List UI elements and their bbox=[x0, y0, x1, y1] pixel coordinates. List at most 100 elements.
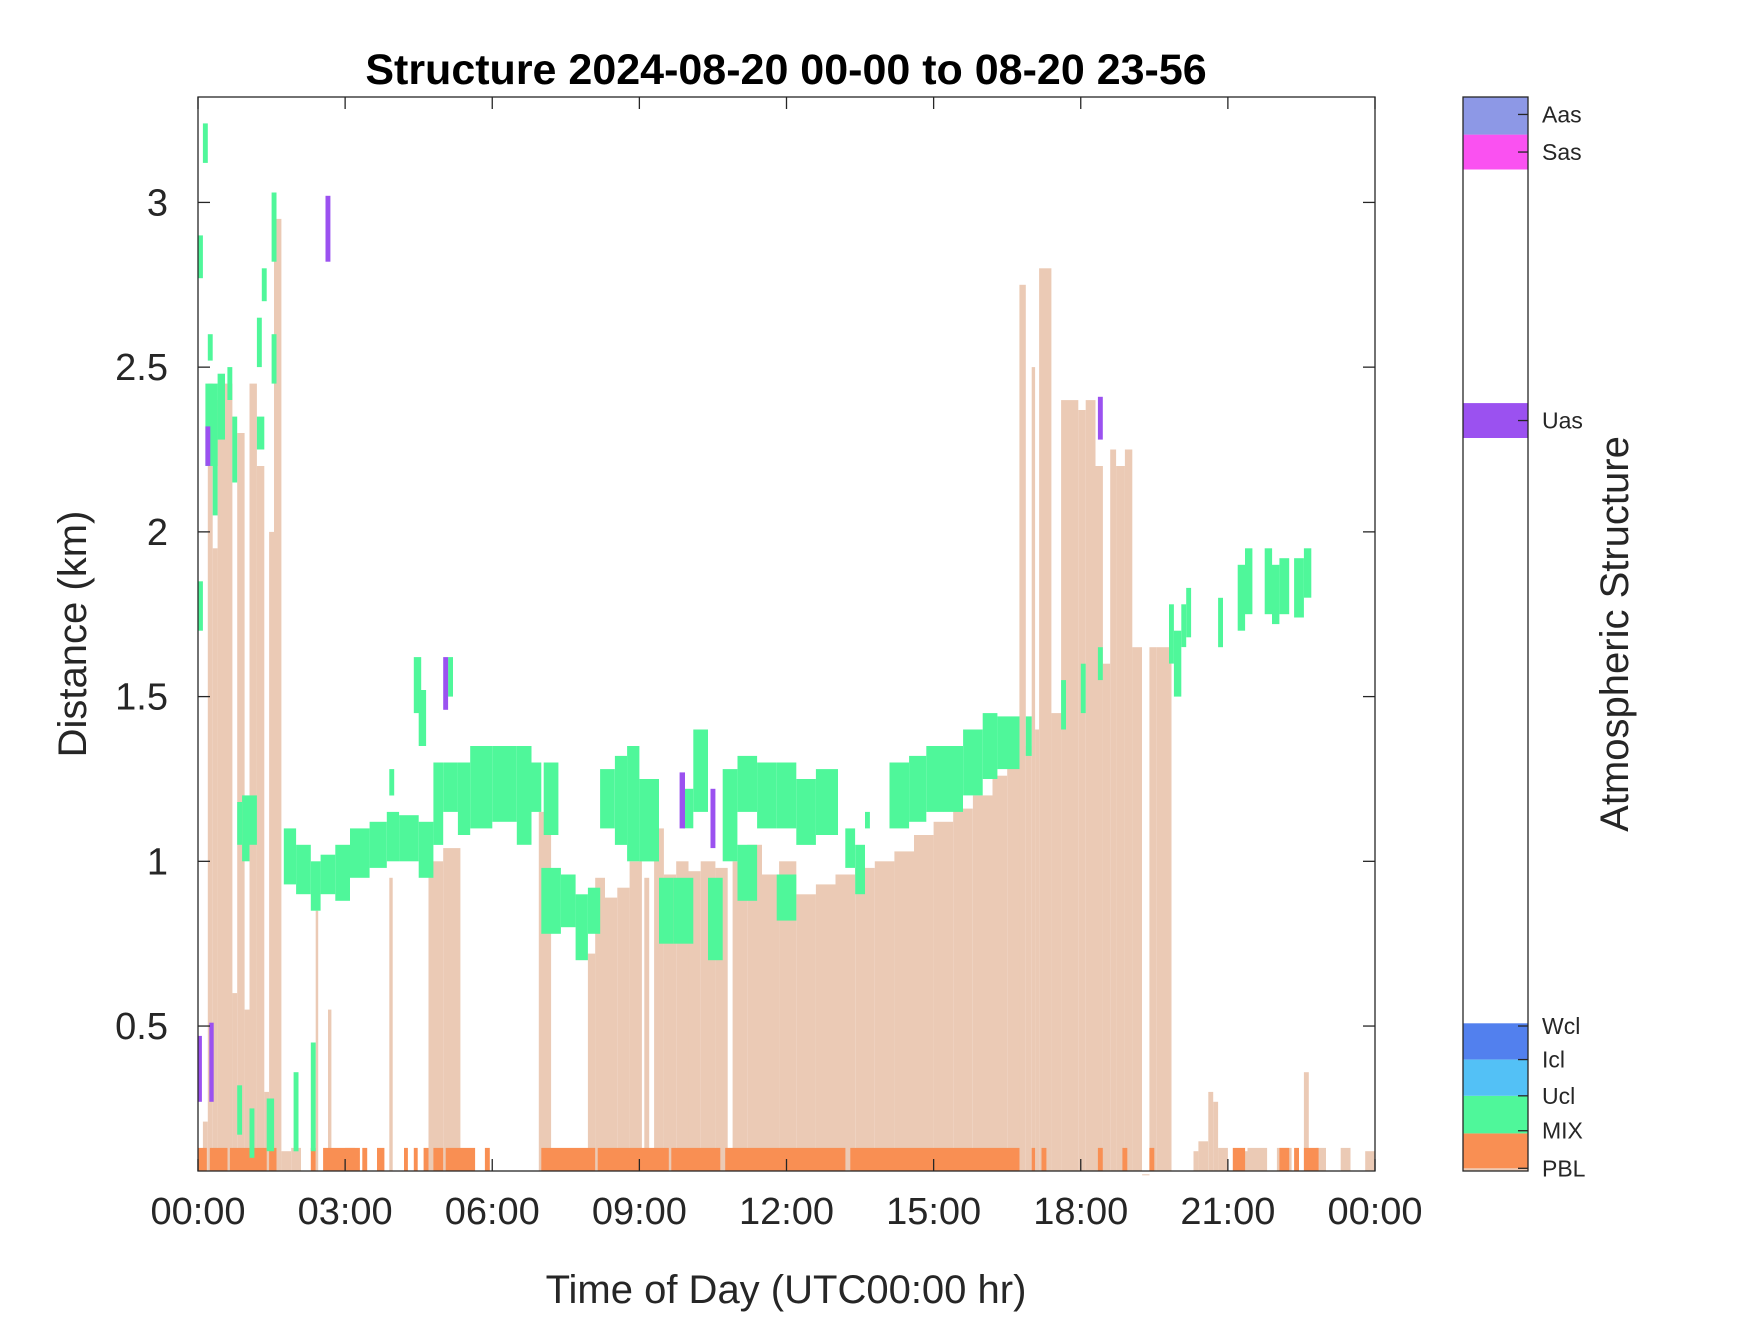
colorbar-band-mix bbox=[1463, 1133, 1528, 1169]
pbl-column bbox=[1124, 449, 1133, 1171]
ucl-cell bbox=[1173, 630, 1182, 697]
mix-cell bbox=[1122, 1147, 1128, 1171]
ucl-cell bbox=[516, 746, 532, 845]
pbl-column bbox=[914, 835, 934, 1171]
colorbar-tick-label: Wcl bbox=[1542, 1013, 1580, 1039]
pbl-column bbox=[1208, 1091, 1214, 1171]
pbl-column bbox=[291, 1147, 301, 1171]
mix-cell bbox=[323, 1147, 360, 1171]
pbl-column bbox=[587, 953, 596, 1171]
uas-cell bbox=[209, 1022, 214, 1102]
x-tick-label: 18:00 bbox=[1033, 1191, 1128, 1233]
ucl-cell bbox=[1279, 558, 1290, 615]
pbl-column bbox=[992, 775, 1008, 1171]
colorbar-label: Atmospheric Structure bbox=[1593, 436, 1637, 832]
mix-cell bbox=[377, 1147, 385, 1171]
mix-cell bbox=[445, 1147, 476, 1171]
mix-cell bbox=[209, 1147, 228, 1171]
pbl-column bbox=[1218, 1147, 1228, 1171]
pbl-column bbox=[617, 887, 630, 1171]
ucl-cell bbox=[600, 769, 615, 829]
ucl-cell bbox=[560, 874, 576, 928]
pbl-column bbox=[1007, 762, 1020, 1171]
ucl-cell bbox=[492, 746, 517, 822]
colorbar-band-pbl bbox=[1463, 1168, 1528, 1171]
ucl-cell bbox=[256, 317, 262, 368]
pbl-column bbox=[688, 871, 701, 1171]
pbl-column bbox=[1340, 1147, 1351, 1171]
mix-cell bbox=[1232, 1147, 1246, 1171]
ucl-cell bbox=[413, 657, 422, 714]
y-tick-label: 2.5 bbox=[115, 347, 168, 389]
ucl-cell bbox=[232, 416, 238, 483]
pbl-column bbox=[1213, 1101, 1219, 1171]
ucl-layer bbox=[198, 123, 1312, 1158]
ucl-cell bbox=[207, 334, 213, 361]
ucl-cell bbox=[855, 844, 865, 895]
ucl-cell bbox=[673, 877, 694, 944]
colorbar-band-wcl bbox=[1463, 1023, 1528, 1060]
ucl-cell bbox=[722, 769, 738, 862]
uas-cell bbox=[205, 426, 211, 466]
pbl-column bbox=[225, 383, 233, 1172]
uas-cell bbox=[198, 1035, 202, 1102]
y-tick-label: 3 bbox=[147, 182, 168, 224]
x-tick-label: 15:00 bbox=[886, 1191, 981, 1233]
mix-cell bbox=[423, 1147, 429, 1171]
pbl-column bbox=[953, 808, 973, 1171]
ucl-cell bbox=[399, 815, 419, 862]
pbl-column bbox=[217, 400, 225, 1172]
ucl-cell bbox=[1080, 663, 1086, 714]
x-tick-label: 21:00 bbox=[1180, 1191, 1275, 1233]
pbl-layer bbox=[198, 218, 1375, 1176]
colorbar-tick-label: PBL bbox=[1542, 1155, 1586, 1181]
mix-cell bbox=[198, 1147, 207, 1171]
colorbar-tick-label: Aas bbox=[1542, 101, 1582, 127]
uas-cell bbox=[710, 788, 716, 849]
mix-cell bbox=[541, 1147, 596, 1171]
mix-cell bbox=[1097, 1147, 1103, 1171]
ucl-cell bbox=[757, 762, 777, 829]
ucl-cell bbox=[639, 779, 659, 862]
pbl-column bbox=[815, 884, 836, 1171]
ucl-cell bbox=[457, 762, 471, 835]
pbl-column bbox=[207, 383, 213, 1172]
pbl-column bbox=[428, 861, 444, 1171]
pbl-column bbox=[1247, 1147, 1268, 1171]
ucl-cell bbox=[693, 729, 708, 812]
ucl-cell bbox=[448, 657, 453, 697]
ucl-cell bbox=[796, 779, 816, 845]
colorbar-band-aas bbox=[1463, 97, 1528, 135]
ucl-cell bbox=[1097, 647, 1103, 681]
colorbar-background bbox=[1463, 97, 1528, 1171]
ucl-cell bbox=[776, 762, 797, 829]
y-axis-label: Distance (km) bbox=[51, 511, 95, 758]
pbl-column bbox=[1102, 663, 1111, 1171]
mix-cell bbox=[484, 1147, 490, 1171]
ucl-cell bbox=[683, 788, 694, 829]
colorbar-band-icl bbox=[1463, 1059, 1528, 1096]
pbl-column bbox=[1156, 647, 1172, 1171]
uas-cell bbox=[325, 195, 331, 262]
pbl-column bbox=[1142, 1174, 1150, 1176]
mix-cell bbox=[433, 1147, 444, 1171]
mix-cell bbox=[1041, 1147, 1047, 1171]
ucl-cell bbox=[227, 367, 233, 400]
ucl-cell bbox=[1025, 716, 1032, 756]
ucl-cell bbox=[776, 874, 797, 921]
ucl-cell bbox=[541, 867, 561, 934]
pbl-column bbox=[1085, 400, 1096, 1172]
mix-cell bbox=[850, 1147, 1020, 1171]
ucl-cell bbox=[271, 334, 277, 384]
ucl-cell bbox=[212, 466, 218, 516]
uas-cell bbox=[679, 772, 685, 829]
ucl-cell bbox=[737, 844, 758, 901]
pbl-column bbox=[1193, 1151, 1199, 1171]
pbl-column bbox=[1149, 647, 1157, 1171]
pbl-column bbox=[249, 383, 257, 1172]
ucl-cell bbox=[889, 762, 910, 829]
ucl-cell bbox=[997, 716, 1020, 770]
ucl-cell bbox=[296, 844, 311, 895]
pbl-column bbox=[663, 874, 677, 1171]
